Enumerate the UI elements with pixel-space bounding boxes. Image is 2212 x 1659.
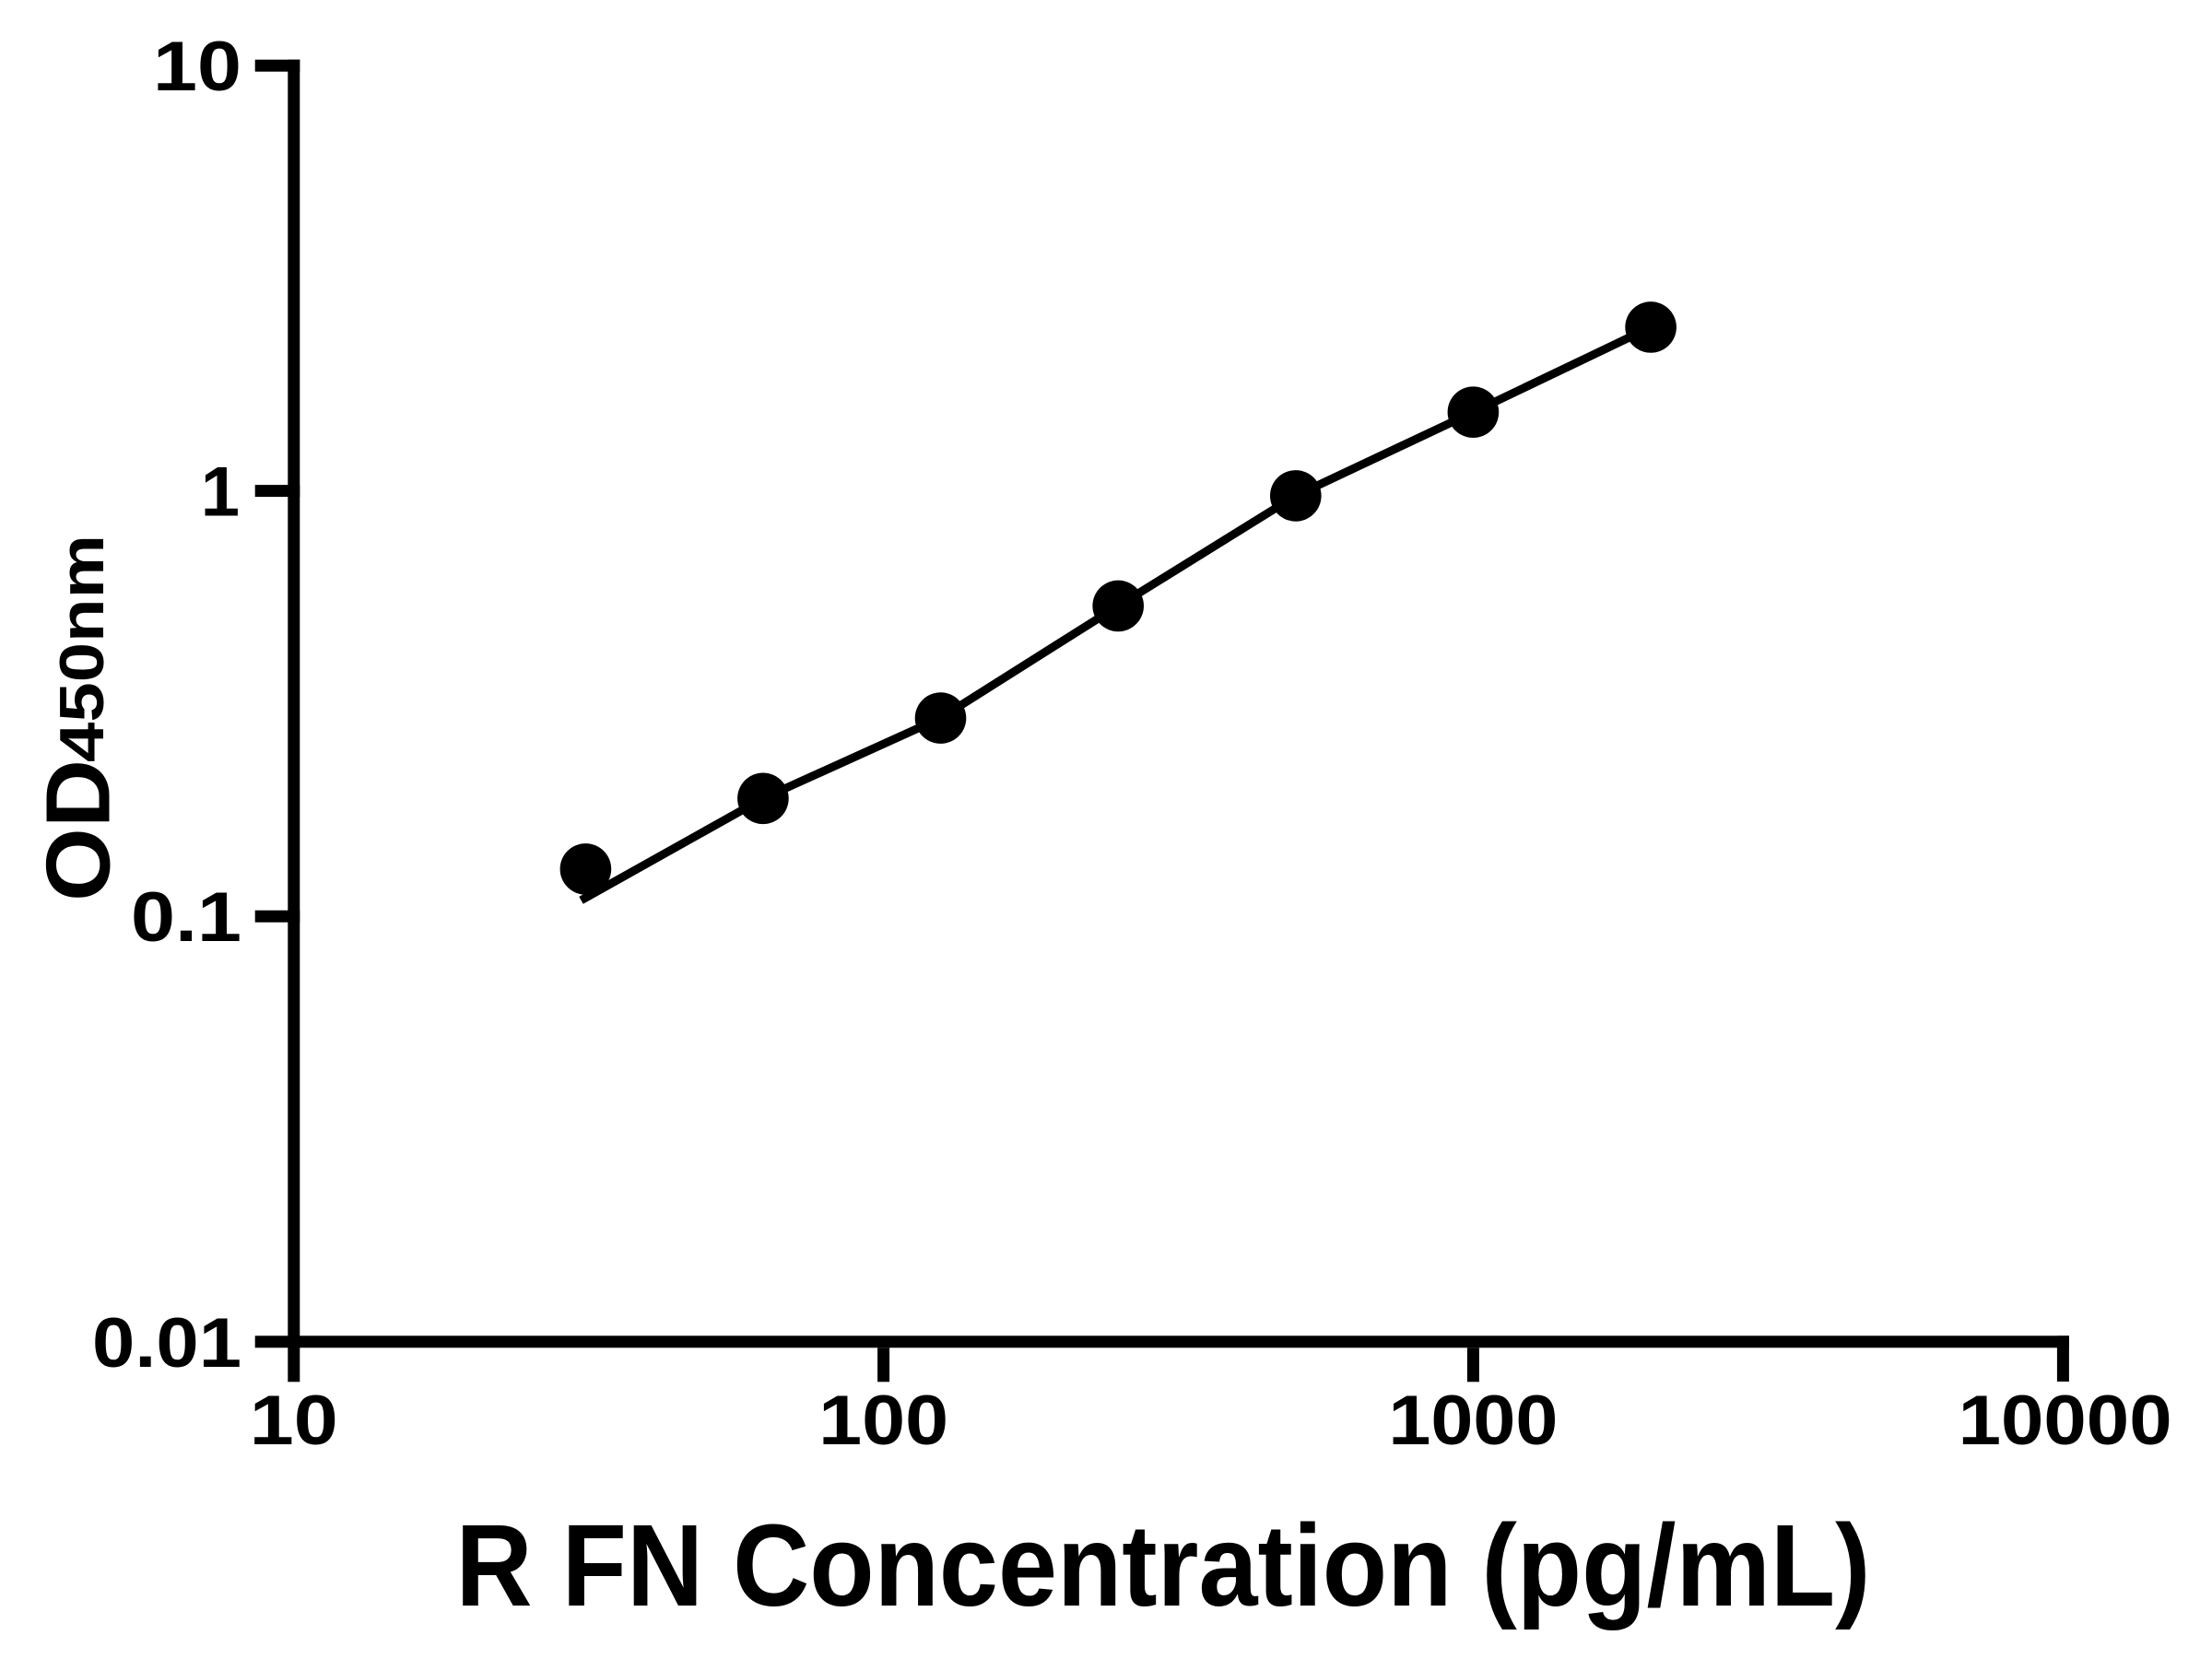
svg-text:100: 100 xyxy=(818,1382,948,1460)
svg-text:450nm: 450nm xyxy=(47,535,117,762)
svg-text:1: 1 xyxy=(201,453,240,532)
svg-text:0.1: 0.1 xyxy=(131,878,241,957)
svg-text:10: 10 xyxy=(250,1382,338,1460)
svg-text:R FN Concentration (pg/mL): R FN Concentration (pg/mL) xyxy=(456,1500,1871,1630)
svg-text:0.01: 0.01 xyxy=(92,1304,241,1382)
svg-text:OD: OD xyxy=(28,759,129,901)
svg-text:10000: 10000 xyxy=(1959,1382,2172,1460)
svg-text:10: 10 xyxy=(153,28,241,106)
svg-text:1000: 1000 xyxy=(1388,1382,1558,1460)
